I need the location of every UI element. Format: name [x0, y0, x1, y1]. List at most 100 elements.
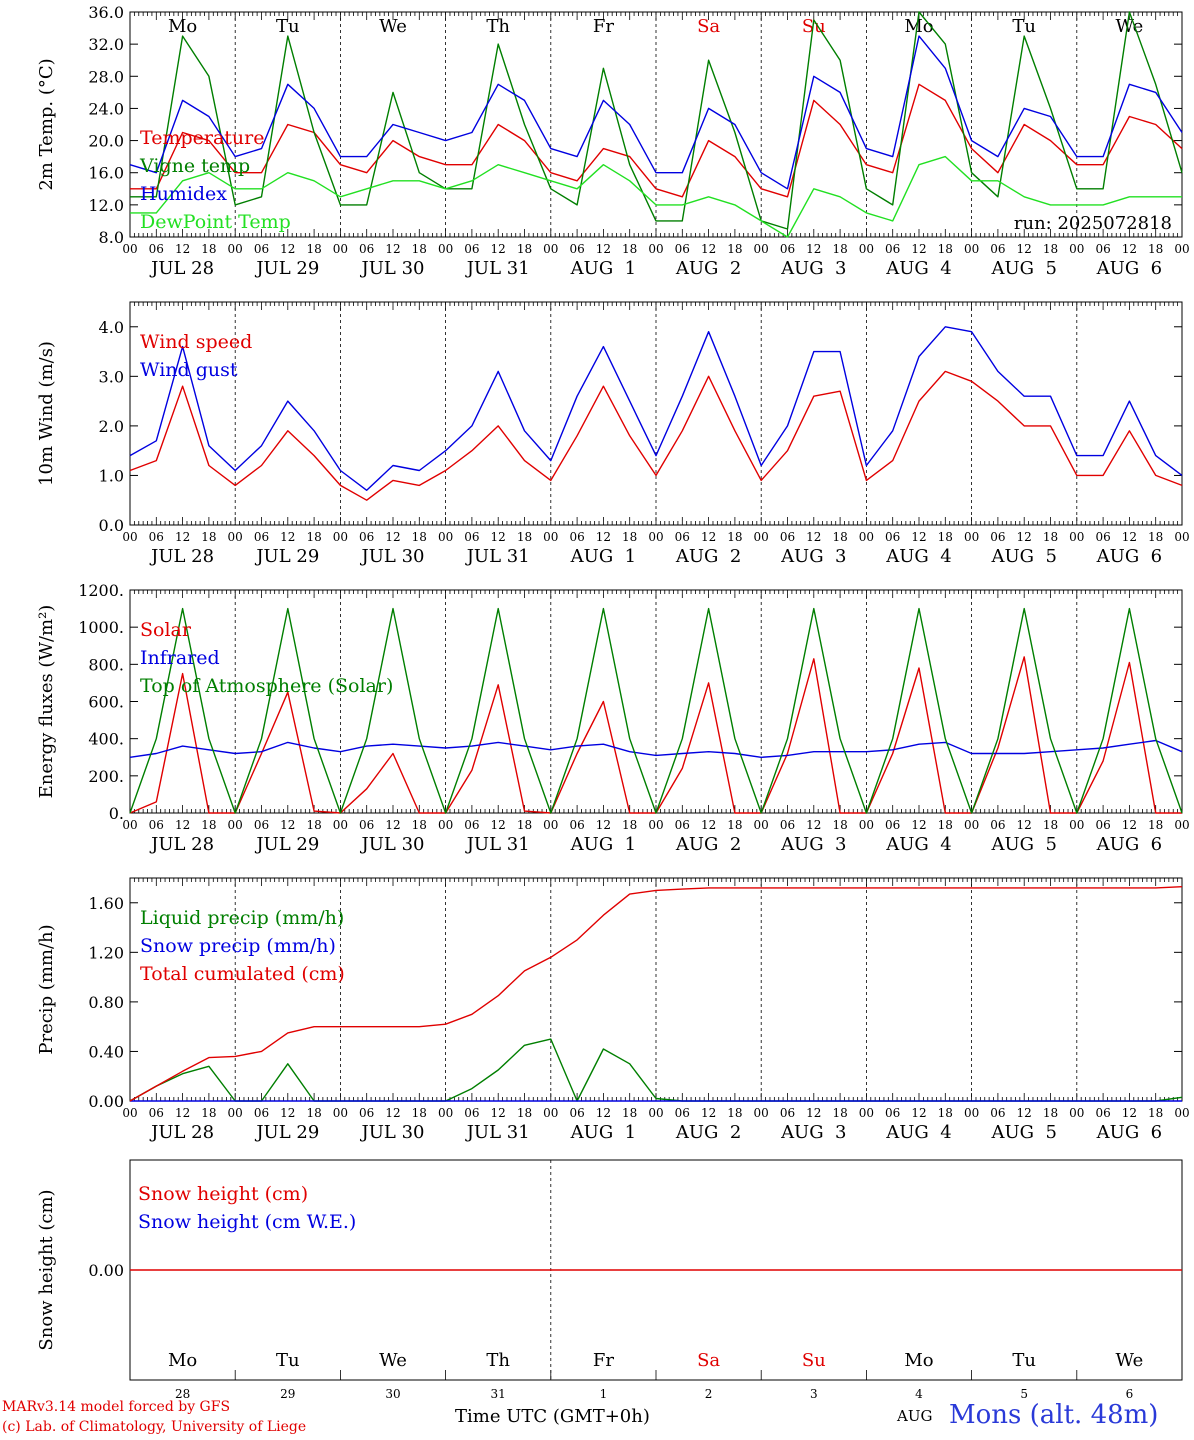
hour-label: 00	[438, 1106, 453, 1120]
legend-entry: Vigne temp	[139, 155, 250, 177]
hour-label: 12	[175, 530, 190, 544]
date-label: AUG 4	[885, 834, 951, 855]
hour-label: 18	[622, 1106, 637, 1120]
date-label: AUG 2	[675, 1122, 741, 1143]
hour-label: 00	[754, 818, 769, 832]
hour-label: 18	[832, 1106, 847, 1120]
hour-label: 12	[1017, 818, 1032, 832]
hour-label: 06	[464, 242, 479, 256]
hour-label: 06	[780, 530, 795, 544]
hour-label: 12	[491, 818, 506, 832]
weekday-label: Mo	[904, 16, 933, 37]
x-axis-label: Time UTC (GMT+0h)	[455, 1406, 650, 1427]
hour-label: 00	[122, 1106, 137, 1120]
date-label: JUL 30	[360, 834, 425, 855]
hour-label: 12	[491, 242, 506, 256]
hour-label: 12	[1017, 242, 1032, 256]
day-number: 1	[600, 1387, 608, 1401]
hour-label: 00	[754, 242, 769, 256]
hour-label: 00	[964, 242, 979, 256]
date-label: JUL 29	[254, 1122, 319, 1143]
date-label: AUG 2	[675, 258, 741, 279]
hour-label: 00	[1174, 1106, 1189, 1120]
hour-label: 18	[306, 1106, 321, 1120]
hour-label: 18	[517, 530, 532, 544]
date-label: AUG 2	[675, 546, 741, 567]
hour-label: 00	[754, 530, 769, 544]
legend-entry: Wind speed	[140, 331, 252, 353]
hour-label: 18	[201, 242, 216, 256]
hour-label: 18	[727, 1106, 742, 1120]
day-number: 6	[1126, 1387, 1134, 1401]
legend-entry: Snow height (cm W.E.)	[138, 1211, 356, 1233]
y-axis-label: 10m Wind (m/s)	[36, 341, 57, 486]
hour-label: 18	[1148, 242, 1163, 256]
date-label: AUG 4	[885, 258, 951, 279]
weekday-label: Th	[486, 16, 510, 37]
hour-label: 12	[911, 1106, 926, 1120]
date-label: JUL 30	[360, 546, 425, 567]
hour-label: 06	[254, 1106, 269, 1120]
y-tick-label: 1000.	[78, 618, 124, 637]
date-label: JUL 31	[465, 1122, 530, 1143]
hour-label: 00	[438, 818, 453, 832]
y-tick-label: 400.	[88, 730, 124, 749]
day-number: 3	[810, 1387, 818, 1401]
hour-label: 12	[280, 530, 295, 544]
hour-label: 12	[911, 818, 926, 832]
date-label: JUL 29	[254, 834, 319, 855]
hour-label: 12	[701, 530, 716, 544]
date-label: AUG 3	[780, 834, 846, 855]
panel-frame	[129, 301, 1183, 526]
hour-label: 12	[806, 818, 821, 832]
hour-label: 06	[990, 818, 1005, 832]
hour-label: 00	[333, 818, 348, 832]
date-label: AUG 5	[990, 1122, 1056, 1143]
series-line	[129, 886, 1183, 1102]
hour-label: 00	[333, 530, 348, 544]
date-label: JUL 28	[149, 258, 214, 279]
hour-label: 18	[517, 1106, 532, 1120]
weekday-label: Mo	[168, 16, 197, 37]
hour-label: 06	[254, 530, 269, 544]
weekday-label: Tu	[1012, 16, 1036, 37]
day-number: 30	[385, 1387, 400, 1401]
hour-label: 18	[832, 818, 847, 832]
y-tick-label: 36.0	[88, 3, 124, 22]
date-label: AUG 1	[570, 834, 636, 855]
hour-label: 06	[359, 530, 374, 544]
date-label: AUG 6	[1096, 1122, 1162, 1143]
hour-label: 00	[964, 1106, 979, 1120]
weekday-label: Mo	[168, 1350, 197, 1371]
date-label: JUL 29	[254, 258, 319, 279]
weekday-label: We	[379, 1350, 407, 1371]
hour-label: 18	[727, 242, 742, 256]
hour-label: 06	[359, 1106, 374, 1120]
y-tick-label: 800.	[88, 655, 124, 674]
series-line	[130, 83, 1183, 198]
hour-label: 12	[911, 242, 926, 256]
hour-label: 12	[385, 530, 400, 544]
y-tick-label: 3.0	[99, 367, 124, 386]
series-line	[129, 607, 1183, 814]
hour-label: 00	[333, 242, 348, 256]
legend-entry: Solar	[140, 619, 192, 641]
y-tick-label: 0.40	[88, 1042, 124, 1061]
y-tick-label: 0.	[109, 804, 124, 823]
hour-label: 12	[175, 818, 190, 832]
hour-label: 18	[938, 530, 953, 544]
hour-label: 06	[885, 1106, 900, 1120]
panel-2: 00 06 12 18 00 06 12 18 00 06 12 18 00 06 12 18 00 06 12 18…	[36, 301, 1190, 567]
legend-entry: Wind gust	[140, 359, 238, 381]
hour-label: 12	[701, 818, 716, 832]
hour-label: 00	[859, 530, 874, 544]
hour-label: 18	[622, 818, 637, 832]
hour-label: 06	[675, 242, 690, 256]
hour-label: 12	[175, 1106, 190, 1120]
day-number: 29	[280, 1387, 295, 1401]
hour-label: 06	[990, 1106, 1005, 1120]
hour-label: 00	[543, 1106, 558, 1120]
date-label: AUG 3	[780, 1122, 846, 1143]
legend-entry: Humidex	[140, 183, 227, 205]
hour-label: 06	[149, 1106, 164, 1120]
